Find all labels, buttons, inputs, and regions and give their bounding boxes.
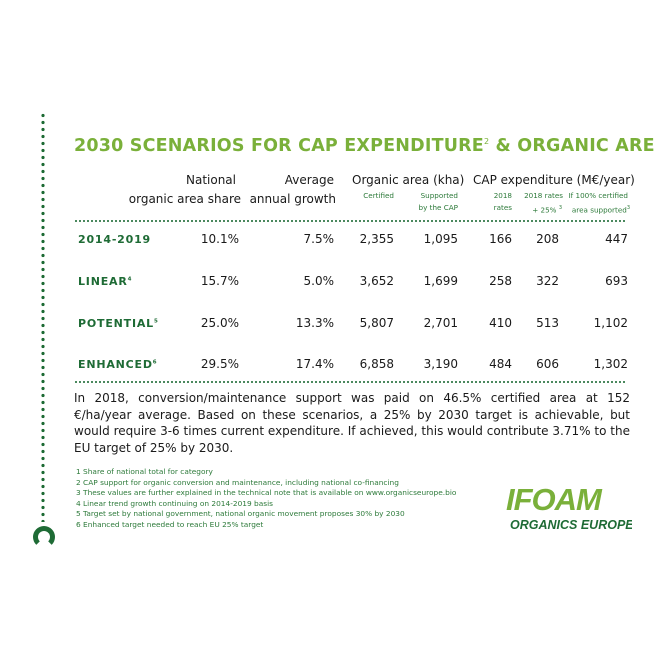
header-organic-area: Organic area (kha): [352, 173, 465, 187]
footnote: 5 Target set by national government, nat…: [76, 509, 405, 518]
cell-share: 15.7%: [200, 274, 239, 288]
cell-share: 10.1%: [200, 232, 239, 246]
subheader-supported: Supported: [420, 191, 458, 200]
subheader-rates-plus25-line2: + 25% 3: [532, 205, 562, 215]
header-national-line2: organic area share: [128, 192, 241, 206]
header-growth-line2: annual growth: [249, 192, 336, 206]
header-cap-expenditure: CAP expenditure (M€/year): [473, 173, 635, 187]
cell-full: 447: [605, 232, 628, 246]
table-bottom-rule: [74, 381, 627, 383]
cell-certified: 2,355: [359, 232, 394, 246]
subheader-full-area-line2: area supported3: [571, 205, 630, 215]
cell-share: 29.5%: [200, 357, 239, 371]
cell-r2018: 258: [489, 274, 512, 288]
cell-full: 1,302: [593, 357, 628, 371]
cell-r25: 513: [536, 316, 559, 330]
cell-certified: 3,652: [359, 274, 394, 288]
table-top-rule: [74, 220, 627, 222]
footnote: 6 Enhanced target needed to reach EU 25%…: [76, 519, 264, 529]
header-growth: Average: [284, 173, 334, 187]
cell-r2018: 484: [489, 357, 512, 371]
row-label: 2014-2019: [78, 233, 151, 246]
cell-supported: 3,190: [423, 357, 458, 371]
cell-supported: 1,095: [423, 232, 458, 246]
cell-full: 693: [605, 274, 628, 288]
subheader-supported-line2: by the CAP: [418, 203, 458, 212]
cell-supported: 1,699: [423, 274, 458, 288]
footnotes: 1 Share of national total for category 2…: [76, 467, 456, 530]
footnote: 2 CAP support for organic conversion and…: [76, 477, 399, 487]
ifoam-logo: IFOAM ORGANICS EUROPE: [506, 482, 632, 532]
hook-ornament: [33, 526, 55, 548]
title-footnote-mark: 2: [483, 137, 490, 147]
header-national: National: [185, 173, 236, 187]
left-dotted-rule: [41, 112, 45, 522]
cell-certified: 6,858: [359, 357, 394, 371]
subheader-rates-plus25: 2018 rates: [524, 191, 563, 200]
subheader-2018-rates-line2: rates: [493, 203, 512, 212]
cell-r25: 606: [536, 357, 559, 371]
cell-r2018: 410: [489, 316, 512, 330]
title-rest: & ORGANIC AREA: [489, 136, 654, 156]
cell-share: 25.0%: [200, 316, 239, 330]
footnote: 3 These values are further explained in …: [76, 488, 457, 497]
row-label: LINEAR4: [78, 275, 133, 288]
subheader-certified: Certified: [363, 191, 394, 200]
cell-supported: 2,701: [423, 316, 458, 330]
footnote: 1 Share of national total for category: [76, 467, 213, 476]
cell-growth: 5.0%: [303, 274, 335, 288]
cell-certified: 5,807: [359, 316, 394, 330]
row-label: ENHANCED6: [78, 358, 158, 371]
footnote: 4 Linear trend growth continuing on 2014…: [76, 498, 274, 508]
subheader-2018-rates: 2018: [493, 191, 512, 200]
cell-growth: 13.3%: [295, 316, 334, 330]
subheader-full-area: If 100% certified: [568, 191, 628, 200]
cell-r2018: 166: [489, 232, 512, 246]
summary-paragraph: In 2018, conversion/maintenance support …: [74, 391, 630, 455]
title-main: 2030 SCENARIOS FOR CAP EXPENDITURE: [74, 136, 484, 156]
page-title: 2030 SCENARIOS FOR CAP EXPENDITURE2 & OR…: [74, 136, 654, 156]
cell-r25: 322: [536, 274, 559, 288]
logo-tagline: ORGANICS EUROPE: [510, 518, 632, 532]
cell-growth: 7.5%: [303, 232, 335, 246]
cell-growth: 17.4%: [295, 357, 334, 371]
logo-wordmark: IFOAM: [506, 482, 603, 517]
row-label: POTENTIAL5: [78, 317, 159, 330]
cell-r25: 208: [536, 232, 559, 246]
cell-full: 1,102: [593, 316, 628, 330]
